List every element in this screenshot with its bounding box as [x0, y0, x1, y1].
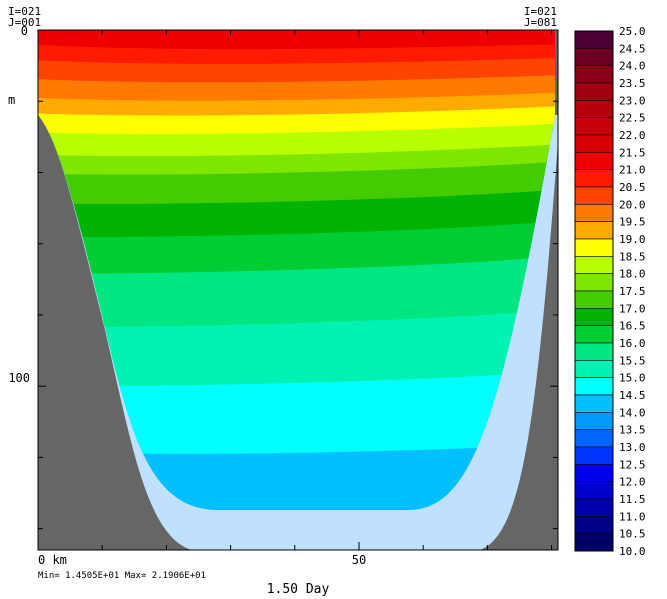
colorbar-label-19: 15.5: [619, 354, 646, 367]
colorbar-swatch-19: [574, 360, 614, 378]
corner-label-left-i: I=021: [8, 5, 41, 18]
colorbar-label-17: 16.5: [619, 320, 646, 333]
colorbar-swatch-28: [574, 516, 614, 534]
colorbar-label-18: 16.0: [619, 337, 646, 350]
colorbar-label-1: 24.5: [619, 42, 646, 55]
corner-label-right-i: I=021: [524, 5, 557, 18]
colorbar-label-30: 10.0: [619, 545, 646, 558]
colorbar-swatch-23: [574, 429, 614, 448]
colorbar-label-28: 11.0: [619, 510, 646, 523]
colorbar-swatch-8: [574, 169, 614, 188]
colorbar-swatch-26: [574, 481, 614, 500]
colorbar-label-20: 15.0: [619, 372, 646, 385]
colorbar-swatch-18: [574, 342, 614, 361]
corner-label-right-j: J=081: [524, 16, 557, 29]
time-label: 1.50 Day: [267, 582, 330, 597]
colorbar-label-26: 12.0: [619, 476, 646, 489]
colorbar-label-6: 22.0: [619, 129, 646, 142]
colorbar-label-23: 13.5: [619, 424, 646, 437]
colorbar-swatch-13: [574, 256, 614, 274]
colorbar-swatch-14: [574, 273, 614, 292]
colorbar-label-9: 20.5: [619, 181, 646, 194]
colorbar-label-10: 20.0: [619, 198, 646, 211]
colorbar-label-16: 17.0: [619, 302, 646, 315]
colorbar-swatch-2: [574, 65, 614, 84]
colorbar-label-12: 19.0: [619, 233, 646, 246]
colorbar-swatch-0: [574, 30, 614, 49]
corner-label-left-j: J=001: [8, 16, 41, 29]
colorbar-swatch-9: [574, 186, 614, 205]
colorbar-swatch-21: [574, 394, 614, 413]
colorbar-label-8: 21.0: [619, 164, 646, 177]
colorbar-label-14: 18.0: [619, 268, 646, 281]
colorbar-swatch-4: [574, 100, 614, 118]
colorbar-label-0: 25.0: [619, 25, 646, 38]
colorbar-swatch-20: [574, 377, 614, 396]
colorbar-swatch-7: [574, 152, 614, 170]
contour-band-21-5: [38, 30, 555, 50]
colorbar-label-25: 12.5: [619, 458, 646, 471]
colorbar-label-24: 13.0: [619, 441, 646, 454]
colorbar-label-11: 19.5: [619, 216, 646, 229]
y-unit-label: m: [8, 93, 15, 107]
colorbar-swatch-10: [574, 204, 614, 222]
stats-label: Min= 1.4505E+01 Max= 2.1906E+01: [38, 571, 206, 581]
colorbar-label-5: 22.5: [619, 112, 646, 125]
contour-bands: [38, 30, 555, 510]
colorbar-swatch-16: [574, 308, 614, 326]
colorbar-swatch-12: [574, 238, 614, 257]
colorbar-swatch-22: [574, 412, 614, 430]
colorbar-swatch-1: [574, 48, 614, 66]
colorbar: 25.0 24.5 24.0 23.5 23.0 22.5 22.0 21.5 21.0 20.5…: [574, 25, 646, 558]
colorbar-label-3: 23.5: [619, 77, 646, 90]
plot-area: [38, 30, 558, 550]
colorbar-label-27: 11.5: [619, 493, 646, 506]
colorbar-swatch-25: [574, 464, 614, 482]
colorbar-label-13: 18.5: [619, 250, 646, 263]
x-tick-label-50: 50: [352, 553, 366, 567]
colorbar-label-15: 17.5: [619, 285, 646, 298]
y-tick-label-100: 100: [8, 371, 30, 385]
y-tick-label-0: 0: [21, 24, 28, 38]
colorbar-label-7: 21.5: [619, 146, 646, 159]
colorbar-label-22: 14.0: [619, 406, 646, 419]
colorbar-swatch-5: [574, 117, 614, 136]
colorbar-label-2: 24.0: [619, 60, 646, 73]
colorbar-label-21: 14.5: [619, 389, 646, 402]
colorbar-swatch-6: [574, 134, 614, 153]
plot-frame: [37, 29, 559, 551]
colorbar-swatch-3: [574, 82, 614, 101]
colorbar-label-4: 23.0: [619, 94, 646, 107]
colorbar-label-29: 10.5: [619, 528, 646, 541]
colorbar-swatch-11: [574, 221, 614, 240]
colorbar-swatch-27: [574, 498, 614, 517]
x-tick-label-0: 0 km: [38, 553, 67, 567]
colorbar-swatch-29: [574, 533, 614, 552]
colorbar-frame: [574, 30, 614, 552]
colorbar-swatch-15: [574, 290, 614, 309]
colorbar-swatch-17: [574, 325, 614, 344]
colorbar-swatch-24: [574, 446, 614, 465]
plot-ticks: [37, 29, 558, 550]
